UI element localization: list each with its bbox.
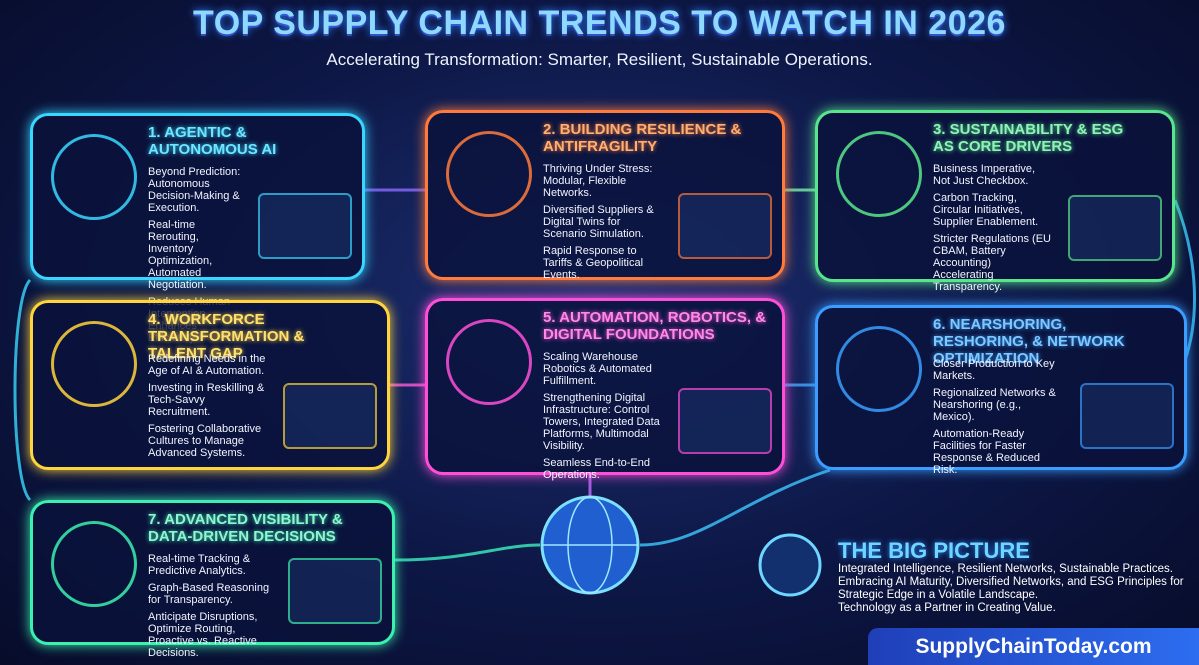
trend-card: 3. SUSTAINABILITY & ESG AS CORE DRIVERS B…	[815, 110, 1175, 293]
connector	[13, 278, 32, 502]
card-body: Closer Production to Key Markets. Regiona…	[933, 358, 1065, 481]
card-illustration	[1080, 383, 1174, 449]
card-icon	[836, 131, 922, 217]
trend-card: 5. AUTOMATION, ROBOTICS, & DIGITAL FOUND…	[425, 298, 785, 481]
card-text: Automation-Ready Facilities for Faster R…	[933, 428, 1041, 476]
connector	[1173, 199, 1196, 361]
card-text: Diversified Suppliers & Digital Twins fo…	[543, 204, 654, 240]
big-picture-title: THE BIG PICTURE	[838, 538, 1030, 563]
card-illustration	[258, 193, 352, 259]
card-icon	[51, 321, 137, 407]
card-icon	[446, 319, 532, 405]
card-title: 4. WORKFORCE TRANSFORMATION & TALENT GAP	[148, 311, 305, 362]
trend-card: 2. BUILDING RESILIENCE & ANTIFRAGILITY Th…	[425, 110, 785, 281]
subtitle: Accelerating Transformation: Smarter, Re…	[326, 50, 873, 69]
trend-card: 6. NEARSHORING, RESHORING, & NETWORK OPT…	[815, 305, 1187, 476]
card-title: 6. NEARSHORING, RESHORING, & NETWORK OPT…	[933, 316, 1125, 367]
card-illustration	[288, 558, 382, 624]
big-picture-text: Technology as a Partner in Creating Valu…	[838, 602, 1056, 614]
card-text: Real-time Rerouting, Inventory Optimizat…	[148, 219, 213, 291]
card-title: 3. SUSTAINABILITY & ESG AS CORE DRIVERS	[933, 121, 1124, 155]
card-illustration	[283, 383, 377, 449]
card-text: Beyond Prediction: Autonomous Decision-M…	[148, 166, 241, 214]
card-body: Real-time Tracking & Predictive Analytic…	[148, 553, 273, 664]
big-picture-text: Embracing AI Maturity, Diversified Netwo…	[838, 576, 1184, 601]
card-icon	[51, 521, 137, 607]
card-title: 7. ADVANCED VISIBILITY & DATA-DRIVEN DEC…	[148, 511, 343, 545]
globe-icon	[758, 533, 822, 597]
card-text: Strengthening Digital Infrastructure: Co…	[543, 392, 660, 452]
card-text: Redefining Needs in the Age of AI & Auto…	[148, 353, 266, 377]
card-text: Anticipate Disruptions, Optimize Routing…	[148, 611, 258, 659]
card-text: Regionalized Networks & Nearshoring (e.g…	[933, 387, 1056, 423]
trend-card: 1. AGENTIC & AUTONOMOUS AI Beyond Predict…	[30, 113, 365, 344]
card-text: Scaling Warehouse Robotics & Automated F…	[543, 351, 652, 387]
card-icon	[836, 326, 922, 412]
card-illustration	[678, 388, 772, 454]
card-title: 1. AGENTIC & AUTONOMOUS AI	[148, 124, 277, 158]
card-body: Scaling Warehouse Robotics & Automated F…	[543, 351, 663, 486]
card-text: Closer Production to Key Markets.	[933, 358, 1055, 382]
big-picture-text: Integrated Intelligence, Resilient Netwo…	[838, 563, 1173, 575]
connector	[394, 543, 541, 562]
card-text: Thriving Under Stress: Modular, Flexible…	[543, 163, 653, 199]
card-text: Stricter Regulations (EU CBAM, Battery A…	[933, 233, 1051, 293]
card-text: Carbon Tracking, Circular Initiatives, S…	[933, 192, 1039, 228]
card-text: Investing in Reskilling & Tech-Savvy Rec…	[148, 382, 265, 418]
footer-site: SupplyChainToday.com	[868, 628, 1199, 665]
connector	[639, 468, 831, 547]
card-text: Real-time Tracking & Predictive Analytic…	[148, 553, 251, 577]
card-illustration	[1068, 195, 1162, 261]
card-title: 5. AUTOMATION, ROBOTICS, & DIGITAL FOUND…	[543, 309, 767, 343]
card-illustration	[678, 193, 772, 259]
title: TOP SUPPLY CHAIN TRENDS TO WATCH IN 2026	[193, 4, 1006, 42]
card-text: Graph-Based Reasoning for Transparency.	[148, 582, 270, 606]
card-text: Seamless End-to-End Operations.	[543, 457, 650, 481]
card-title: 2. BUILDING RESILIENCE & ANTIFRAGILITY	[543, 121, 742, 155]
card-body: Redefining Needs in the Age of AI & Auto…	[148, 353, 268, 464]
trend-card: 7. ADVANCED VISIBILITY & DATA-DRIVEN DEC…	[30, 500, 395, 659]
trend-card: 4. WORKFORCE TRANSFORMATION & TALENT GAP…	[30, 300, 390, 470]
card-body: Business Imperative, Not Just Checkbox. C…	[933, 163, 1053, 298]
card-icon	[446, 131, 532, 217]
card-text: Rapid Response to Tariffs & Geopolitical…	[543, 245, 644, 281]
card-body: Thriving Under Stress: Modular, Flexible…	[543, 163, 663, 286]
card-text: Business Imperative, Not Just Checkbox.	[933, 163, 1036, 187]
card-icon	[51, 134, 137, 220]
card-text: Fostering Collaborative Cultures to Mana…	[148, 423, 262, 459]
big-picture-body: Integrated Intelligence, Resilient Netwo…	[838, 563, 1198, 615]
